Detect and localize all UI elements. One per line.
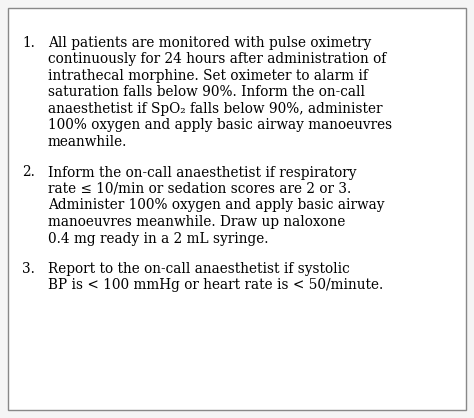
Text: intrathecal morphine. Set oximeter to alarm if: intrathecal morphine. Set oximeter to al… bbox=[48, 69, 368, 83]
FancyBboxPatch shape bbox=[8, 8, 466, 410]
Text: 3.: 3. bbox=[22, 262, 35, 276]
Text: Administer 100% oxygen and apply basic airway: Administer 100% oxygen and apply basic a… bbox=[48, 199, 384, 212]
Text: continuously for 24 hours after administration of: continuously for 24 hours after administ… bbox=[48, 53, 386, 66]
Text: meanwhile.: meanwhile. bbox=[48, 135, 128, 149]
Text: Report to the on-call anaesthetist if systolic: Report to the on-call anaesthetist if sy… bbox=[48, 262, 350, 276]
Text: BP is < 100 mmHg or heart rate is < 50/minute.: BP is < 100 mmHg or heart rate is < 50/m… bbox=[48, 278, 383, 293]
Text: rate ≤ 10/min or sedation scores are 2 or 3.: rate ≤ 10/min or sedation scores are 2 o… bbox=[48, 182, 351, 196]
Text: anaesthetist if SpO₂ falls below 90%, administer: anaesthetist if SpO₂ falls below 90%, ad… bbox=[48, 102, 383, 116]
Text: saturation falls below 90%. Inform the on-call: saturation falls below 90%. Inform the o… bbox=[48, 86, 365, 99]
Text: All patients are monitored with pulse oximetry: All patients are monitored with pulse ox… bbox=[48, 36, 371, 50]
Text: 0.4 mg ready in a 2 mL syringe.: 0.4 mg ready in a 2 mL syringe. bbox=[48, 232, 268, 245]
Text: 2.: 2. bbox=[22, 166, 35, 179]
Text: manoeuvres meanwhile. Draw up naloxone: manoeuvres meanwhile. Draw up naloxone bbox=[48, 215, 346, 229]
Text: 100% oxygen and apply basic airway manoeuvres: 100% oxygen and apply basic airway manoe… bbox=[48, 118, 392, 133]
Text: 1.: 1. bbox=[22, 36, 35, 50]
Text: Inform the on-call anaesthetist if respiratory: Inform the on-call anaesthetist if respi… bbox=[48, 166, 356, 179]
